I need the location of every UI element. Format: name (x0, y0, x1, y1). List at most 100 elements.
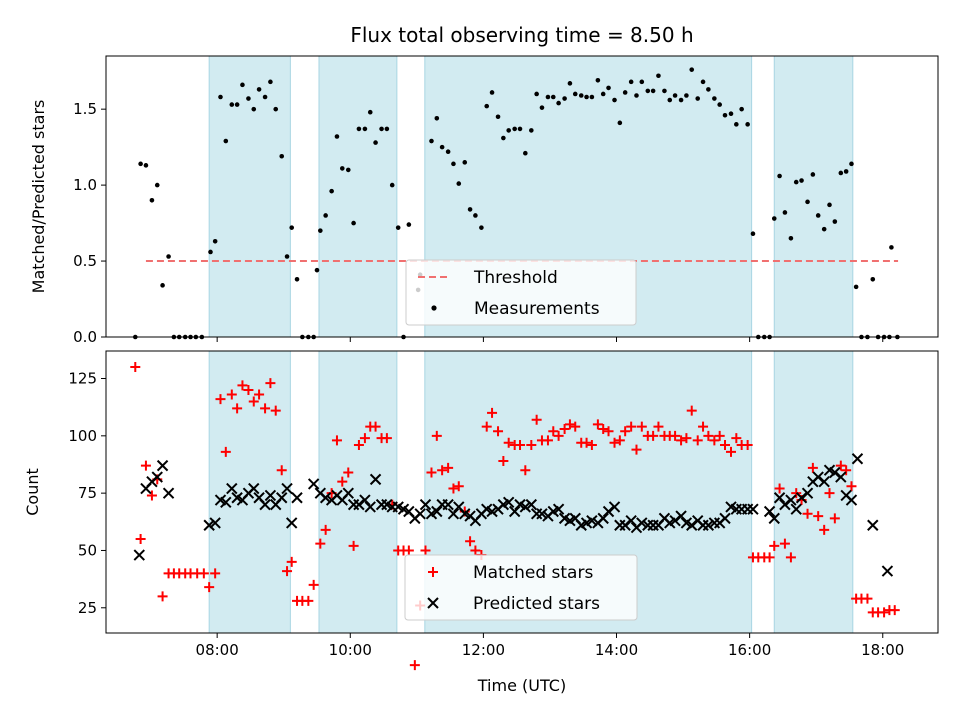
matched-stars-point (670, 430, 681, 441)
predicted-stars-point (525, 498, 538, 511)
matched-stars-point (493, 426, 504, 437)
matched-stars-point (592, 419, 603, 430)
matched-stars-point (692, 435, 703, 446)
matched-stars-point (769, 540, 780, 551)
matched-stars-point (542, 435, 553, 446)
measurements-point (517, 126, 523, 132)
predicted-stars-point (431, 505, 443, 518)
predicted-stars-point (773, 492, 786, 504)
legend-plus-swatch (428, 567, 438, 577)
matched-stars-point (254, 389, 265, 400)
matched-stars-point (498, 456, 509, 467)
y-tick-label: 125 (68, 370, 97, 388)
matched-stars-point (564, 419, 575, 430)
measurements-point (351, 220, 356, 226)
matched-stars-point (709, 435, 720, 446)
measurements-point (166, 254, 171, 259)
measurements-point (467, 207, 473, 212)
predicted-stars-point (447, 508, 460, 520)
measurements-point (240, 82, 245, 88)
matched-stars-point (829, 513, 840, 524)
matched-stars-point (331, 435, 342, 446)
matched-stars-point (698, 421, 709, 432)
matched-stars-point (237, 380, 248, 391)
measurements-point (745, 122, 750, 127)
matched-stars-point (409, 660, 420, 671)
matched-stars-point (570, 421, 581, 432)
predicted-stars-point (552, 503, 565, 515)
predicted-stars-point (156, 459, 169, 472)
bottom-y-axis-label: Count (23, 468, 42, 516)
predicted-stars-point (248, 482, 260, 495)
matched-stars-point (226, 389, 237, 400)
measurements-point (218, 94, 223, 100)
top-panel-points (132, 67, 900, 340)
predicted-stars-point (151, 471, 163, 483)
measurements-point (234, 102, 240, 107)
matched-stars-point (824, 488, 835, 499)
matched-stars-point (210, 568, 221, 579)
predicted-stars-point (747, 503, 759, 515)
measurements-point (722, 112, 728, 118)
measurements-point (838, 170, 844, 176)
matched-stars-point (503, 437, 514, 448)
predicted-stars-point (307, 478, 320, 490)
matched-stars-point (286, 556, 297, 567)
matched-stars-point (426, 467, 437, 478)
x-tick-label: 14:00 (595, 641, 638, 659)
matched-stars-point (515, 440, 526, 450)
measurements-point (456, 181, 462, 186)
shaded-interval-2 (318, 55, 398, 338)
matched-stars-point (448, 483, 459, 494)
measurements-point (545, 94, 551, 100)
predicted-stars-point (502, 496, 515, 509)
y-tick-label: 100 (68, 427, 97, 445)
matched-stars-point (370, 421, 381, 432)
measurements-point (279, 153, 285, 159)
matched-stars-point (559, 423, 570, 434)
top-panel-frame (105, 55, 939, 338)
measurements-point (606, 85, 611, 91)
x-tick-label: 08:00 (196, 641, 239, 659)
top-y-axis-label: Matched/Predicted stars (29, 100, 48, 294)
measurements-point (379, 126, 384, 132)
measurements-point (662, 88, 667, 94)
x-axis-label: Time (UTC) (477, 676, 566, 695)
measurements-point (634, 93, 639, 98)
predicted-stars-point (835, 471, 847, 483)
predicted-stars-point (881, 565, 894, 577)
matched-stars-point (720, 440, 731, 450)
measurements-point (138, 161, 143, 167)
matched-stars-point (742, 440, 753, 450)
measurements-point (777, 173, 782, 179)
measurements-point (870, 276, 876, 282)
measurements-point (562, 96, 567, 101)
measurements-point (489, 90, 495, 95)
measurements-point (645, 88, 651, 94)
matched-stars-point (626, 421, 637, 432)
measurements-point (529, 128, 534, 133)
measurements-point (578, 93, 584, 98)
predicted-stars-point (790, 503, 802, 515)
measurements-point (650, 88, 656, 94)
predicted-stars-point (519, 501, 532, 513)
measurements-point (750, 231, 756, 237)
measurements-point (821, 226, 827, 232)
matched-stars-point (420, 545, 431, 556)
y-tick-label: 25 (78, 599, 97, 617)
matched-stars-point (520, 465, 531, 476)
measurements-point (345, 167, 351, 173)
matched-stars-point (889, 605, 900, 616)
predicted-stars-point (608, 501, 621, 513)
measurements-point (501, 135, 506, 141)
matched-stars-point (614, 435, 625, 446)
y-tick-label: 1.5 (73, 100, 97, 118)
measurements-point (556, 100, 561, 106)
predicted-stars-point (536, 508, 548, 520)
matched-stars-point (135, 534, 146, 544)
matched-stars-point (526, 440, 537, 450)
matched-stars-point (681, 433, 692, 444)
matched-stars-point (204, 582, 215, 593)
predicted-stars-point (719, 512, 731, 525)
measurements-point (284, 254, 290, 259)
